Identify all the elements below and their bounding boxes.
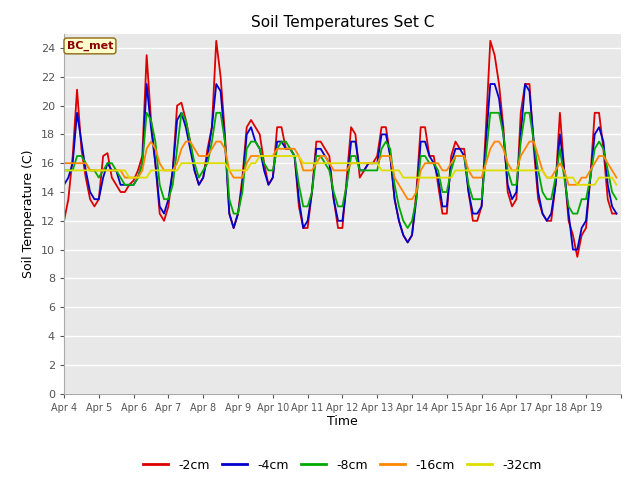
Line: -16cm: -16cm <box>64 142 616 199</box>
-8cm <box>595 139 603 144</box>
-4cm <box>569 247 577 252</box>
-16cm <box>543 175 550 180</box>
-16cm <box>404 196 412 202</box>
-2cm <box>212 38 220 44</box>
-4cm <box>200 175 207 180</box>
-4cm <box>60 182 68 188</box>
-8cm <box>404 225 412 231</box>
-8cm <box>269 168 276 173</box>
-8cm <box>612 196 620 202</box>
-32cm <box>291 153 298 159</box>
-2cm <box>269 175 276 180</box>
Line: -2cm: -2cm <box>64 41 616 257</box>
-16cm <box>269 153 276 159</box>
-2cm <box>612 211 620 216</box>
Text: BC_met: BC_met <box>67 41 113 51</box>
-4cm <box>269 175 276 180</box>
-8cm <box>291 153 298 159</box>
-16cm <box>147 139 155 144</box>
-4cm <box>612 211 620 216</box>
-2cm <box>60 218 68 224</box>
Title: Soil Temperatures Set C: Soil Temperatures Set C <box>251 15 434 30</box>
-4cm <box>595 124 603 130</box>
Line: -32cm: -32cm <box>64 156 616 185</box>
-16cm <box>200 153 207 159</box>
-32cm <box>60 168 68 173</box>
-2cm <box>595 110 603 116</box>
-4cm <box>143 81 150 87</box>
-32cm <box>195 160 203 166</box>
-16cm <box>595 153 603 159</box>
-16cm <box>351 160 359 166</box>
-16cm <box>612 175 620 180</box>
Line: -4cm: -4cm <box>64 84 616 250</box>
-16cm <box>60 160 68 166</box>
-8cm <box>60 168 68 173</box>
-2cm <box>573 254 581 260</box>
-32cm <box>351 160 359 166</box>
-2cm <box>539 211 547 216</box>
-4cm <box>539 211 547 216</box>
-32cm <box>573 182 581 188</box>
-2cm <box>291 153 298 159</box>
-4cm <box>351 139 359 144</box>
-8cm <box>200 168 207 173</box>
-2cm <box>351 132 359 137</box>
Line: -8cm: -8cm <box>64 113 616 228</box>
X-axis label: Time: Time <box>327 415 358 429</box>
-8cm <box>351 153 359 159</box>
-4cm <box>291 153 298 159</box>
-32cm <box>539 168 547 173</box>
Legend: -2cm, -4cm, -8cm, -16cm, -32cm: -2cm, -4cm, -8cm, -16cm, -32cm <box>138 454 547 477</box>
-32cm <box>612 182 620 188</box>
-16cm <box>291 146 298 152</box>
-32cm <box>269 153 276 159</box>
-32cm <box>256 153 264 159</box>
-8cm <box>143 110 150 116</box>
-32cm <box>595 175 603 180</box>
-8cm <box>543 196 550 202</box>
-2cm <box>195 182 203 188</box>
Y-axis label: Soil Temperature (C): Soil Temperature (C) <box>22 149 35 278</box>
